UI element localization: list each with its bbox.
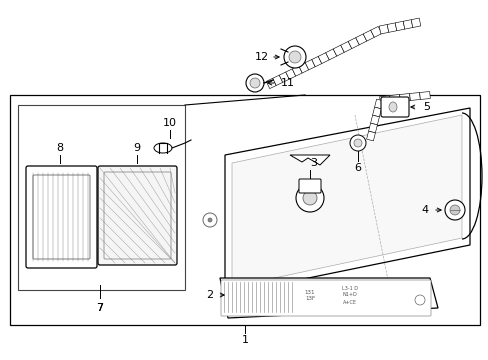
Text: 8: 8 — [56, 143, 63, 153]
Text: 5: 5 — [422, 102, 429, 112]
Polygon shape — [266, 78, 276, 89]
Text: N1+D: N1+D — [342, 292, 357, 297]
Polygon shape — [340, 41, 351, 52]
Polygon shape — [386, 23, 396, 32]
Text: L3-1 D: L3-1 D — [341, 285, 357, 291]
Polygon shape — [399, 94, 409, 102]
Text: 4: 4 — [421, 205, 427, 215]
Polygon shape — [409, 93, 420, 100]
Text: 13F: 13F — [305, 297, 314, 302]
Polygon shape — [389, 95, 400, 103]
Circle shape — [449, 205, 459, 215]
Polygon shape — [363, 30, 373, 41]
Circle shape — [414, 295, 424, 305]
Ellipse shape — [388, 102, 396, 112]
Polygon shape — [318, 53, 328, 64]
Circle shape — [245, 74, 264, 92]
Polygon shape — [305, 59, 315, 70]
Polygon shape — [403, 20, 412, 29]
Text: 9: 9 — [133, 143, 140, 153]
Polygon shape — [285, 69, 295, 79]
FancyBboxPatch shape — [26, 166, 97, 268]
Polygon shape — [372, 107, 381, 117]
Text: 1: 1 — [241, 335, 248, 345]
Circle shape — [207, 218, 212, 222]
Polygon shape — [366, 131, 375, 141]
Circle shape — [353, 139, 361, 147]
Polygon shape — [325, 49, 336, 60]
Polygon shape — [374, 99, 383, 109]
Polygon shape — [410, 18, 420, 27]
Polygon shape — [394, 21, 404, 31]
Polygon shape — [311, 57, 321, 67]
Polygon shape — [368, 123, 377, 133]
Circle shape — [303, 191, 316, 205]
Polygon shape — [419, 91, 429, 99]
Polygon shape — [289, 155, 329, 165]
Polygon shape — [220, 278, 437, 318]
Polygon shape — [332, 45, 344, 56]
Polygon shape — [292, 66, 302, 76]
Polygon shape — [355, 34, 366, 45]
Circle shape — [288, 51, 301, 63]
Polygon shape — [231, 115, 461, 287]
Circle shape — [203, 213, 217, 227]
Text: 131: 131 — [304, 289, 315, 294]
Text: 7: 7 — [96, 303, 103, 313]
Text: 11: 11 — [281, 78, 294, 88]
Polygon shape — [298, 63, 308, 73]
Circle shape — [349, 135, 365, 151]
Polygon shape — [379, 95, 389, 103]
Text: 7: 7 — [96, 303, 103, 313]
Text: 12: 12 — [254, 52, 268, 62]
Text: 6: 6 — [354, 163, 361, 173]
Bar — [10, 95, 479, 325]
Polygon shape — [224, 108, 469, 295]
Polygon shape — [378, 24, 388, 34]
Circle shape — [284, 46, 305, 68]
FancyBboxPatch shape — [298, 179, 320, 193]
Text: 3: 3 — [310, 158, 317, 168]
Bar — [18, 105, 184, 290]
Text: 2: 2 — [206, 290, 213, 300]
Polygon shape — [370, 26, 381, 37]
FancyBboxPatch shape — [221, 280, 430, 316]
FancyBboxPatch shape — [380, 97, 408, 117]
Circle shape — [444, 200, 464, 220]
Polygon shape — [370, 115, 379, 125]
Polygon shape — [272, 75, 282, 85]
FancyBboxPatch shape — [98, 166, 177, 265]
Circle shape — [295, 184, 324, 212]
Text: A+CE: A+CE — [342, 300, 356, 305]
Ellipse shape — [154, 143, 172, 153]
Circle shape — [249, 78, 260, 88]
Polygon shape — [279, 72, 288, 82]
Polygon shape — [347, 38, 359, 49]
Text: 10: 10 — [163, 118, 177, 128]
